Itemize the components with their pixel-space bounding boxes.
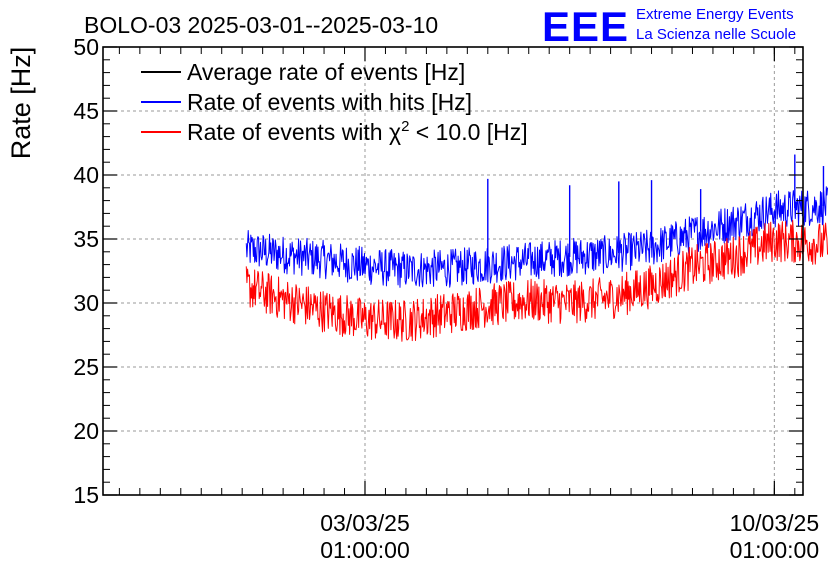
grid [103,47,803,495]
chart-title: BOLO-03 2025-03-01--2025-03-10 [84,12,438,38]
legend-label: Rate of events with χ2 < 10.0 [Hz] [187,118,528,145]
plot-area [103,47,803,495]
y-tick-label: 40 [73,162,99,188]
legend-label: Average rate of events [Hz] [187,59,465,85]
axes: 152025303540455003/03/2501:00:0010/03/25… [73,34,819,563]
x-tick-label-date: 10/03/25 [730,510,820,536]
y-tick-label: 30 [73,290,99,316]
eee-logo-mark: EEE [542,3,629,50]
series-layer [245,154,829,342]
eee-logo: EEE Extreme Energy Events La Scienza nel… [542,3,796,50]
y-tick-label: 25 [73,354,99,380]
y-tick-label: 45 [73,98,99,124]
y-tick-label: 50 [73,34,99,60]
y-tick-label: 15 [73,482,99,508]
y-tick-label: 35 [73,226,99,252]
x-tick-label-date: 03/03/25 [320,510,410,536]
legend: Average rate of events [Hz] Rate of event… [141,59,528,145]
series-line-1 [245,186,829,288]
y-tick-label: 20 [73,418,99,444]
x-tick-label-time: 01:00:00 [320,537,410,563]
legend-label: Rate of events with hits [Hz] [187,89,472,115]
y-axis-label: Rate [Hz] [6,47,36,160]
x-tick-label-time: 01:00:00 [730,537,820,563]
series-line-2 [245,219,829,342]
plot-frame [102,46,804,496]
eee-logo-line1: Extreme Energy Events [636,6,794,23]
eee-logo-line2: La Scienza nelle Scuole [636,26,796,43]
